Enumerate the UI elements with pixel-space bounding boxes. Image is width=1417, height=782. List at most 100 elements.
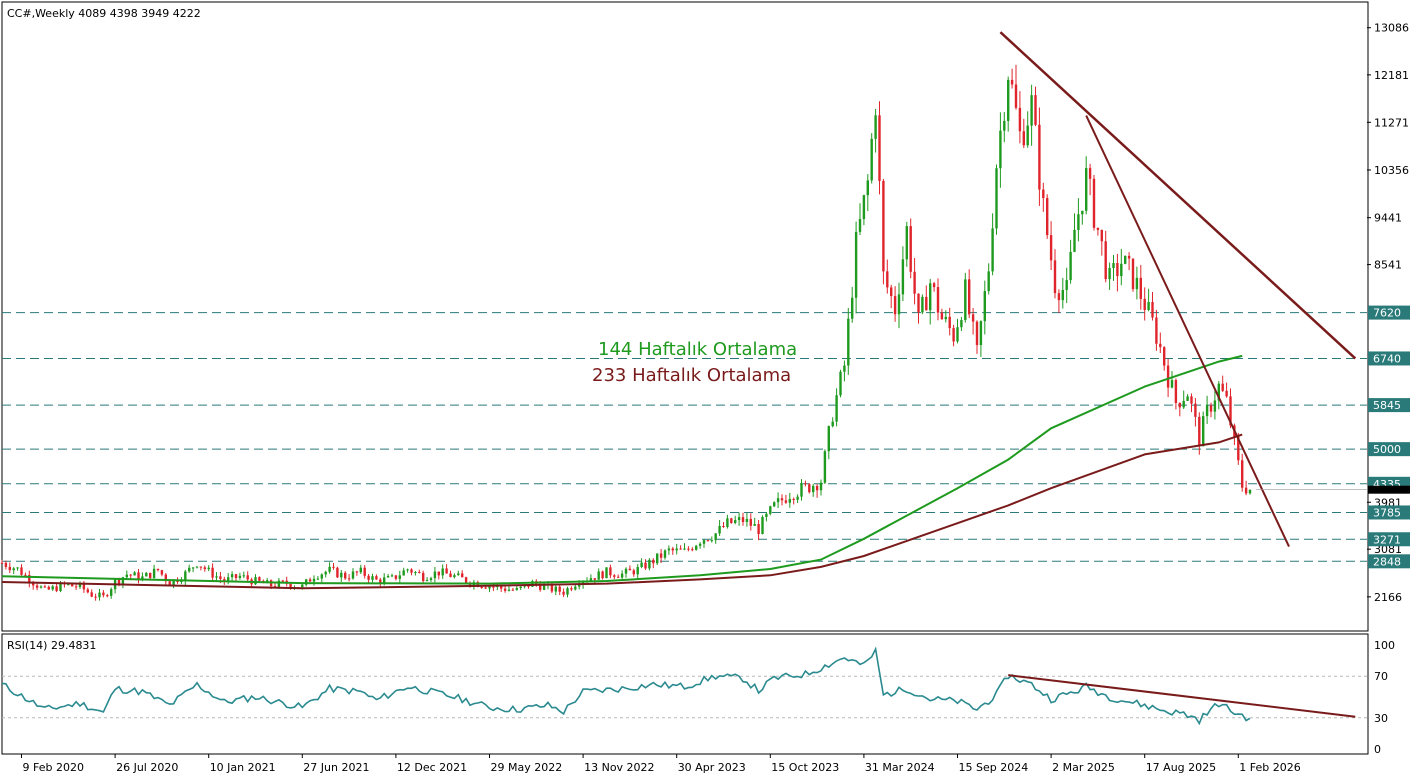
candle — [1100, 229, 1103, 256]
level-label-box — [1368, 351, 1410, 366]
candle — [1038, 107, 1041, 206]
candle-body — [593, 578, 596, 580]
candle-body — [656, 553, 659, 564]
price-tick-label: 12181 — [1374, 69, 1409, 82]
candle-body — [1155, 317, 1158, 344]
candle-body — [710, 540, 713, 542]
candle-body — [227, 577, 230, 582]
candle — [215, 572, 218, 581]
candle — [991, 213, 994, 276]
candle — [449, 570, 452, 578]
candle-body — [246, 575, 249, 580]
trendline-1 — [999, 31, 1357, 360]
candle-body — [24, 574, 27, 576]
candle-body — [1104, 241, 1107, 280]
candle-body — [831, 421, 834, 427]
candle-body — [1085, 168, 1088, 211]
candle-body — [281, 580, 284, 582]
candle-body — [929, 283, 932, 311]
candle — [800, 479, 803, 501]
candle-body — [363, 567, 366, 576]
candle — [258, 576, 261, 582]
candle-body — [866, 180, 869, 196]
candle-body — [574, 586, 577, 590]
candle — [1221, 375, 1224, 393]
candle — [43, 584, 47, 588]
candle — [1163, 346, 1166, 371]
candle — [702, 539, 706, 548]
candle — [722, 521, 725, 528]
candle-body — [394, 575, 398, 579]
date-tick-label: 27 Jun 2021 — [303, 761, 369, 774]
candle-body — [355, 571, 359, 573]
candle-body — [1163, 347, 1166, 366]
candle — [199, 566, 203, 571]
candle-body — [1038, 124, 1041, 190]
candle-body — [566, 588, 569, 595]
candle — [932, 281, 936, 292]
candle-body — [312, 578, 316, 582]
candle-body — [28, 574, 31, 583]
candle-body — [1010, 79, 1014, 85]
candle — [851, 286, 854, 323]
candle — [63, 581, 66, 588]
candle-body — [1026, 125, 1029, 146]
candle — [94, 593, 97, 601]
candle-body — [203, 567, 206, 570]
level-label-box — [1368, 532, 1410, 547]
candle — [211, 563, 214, 581]
candle — [1248, 489, 1252, 495]
candle-body — [429, 578, 433, 580]
candle — [1081, 210, 1084, 225]
candle-body — [1014, 84, 1018, 108]
level-label-7620: 7620 — [1373, 307, 1401, 320]
candle-body — [893, 296, 897, 315]
rsi-tick-label: 70 — [1374, 670, 1388, 683]
candle-body — [145, 572, 148, 577]
candle — [1151, 291, 1154, 321]
candle-body — [414, 572, 417, 574]
candle-body — [1178, 402, 1181, 408]
candle-body — [110, 589, 113, 596]
candle — [425, 577, 429, 582]
candle — [316, 576, 320, 581]
candle — [1010, 68, 1014, 89]
candle-body — [383, 577, 386, 584]
candle — [784, 494, 788, 504]
candle-body — [897, 294, 901, 315]
candle — [831, 417, 834, 428]
candle-body — [1096, 227, 1100, 230]
candle — [659, 548, 663, 564]
candle — [1022, 118, 1025, 149]
candle-body — [1100, 229, 1103, 242]
candle — [16, 567, 19, 571]
level-label-box — [1368, 505, 1410, 520]
candle-body — [12, 568, 15, 571]
level-label-box — [1368, 398, 1410, 413]
candle — [726, 514, 729, 529]
candle-body — [207, 567, 210, 570]
candle — [145, 572, 148, 577]
candle — [441, 564, 444, 579]
candle-body — [839, 371, 842, 396]
candle-body — [698, 543, 702, 546]
candle — [999, 112, 1002, 188]
candle-body — [936, 287, 940, 313]
candle — [737, 512, 741, 526]
candle-body — [706, 540, 710, 542]
candle-body — [254, 577, 257, 585]
candle — [624, 567, 628, 578]
candle-body — [741, 517, 745, 522]
candle — [35, 583, 39, 591]
candle — [227, 573, 230, 585]
candle-body — [1151, 301, 1154, 318]
candle-body — [780, 498, 784, 501]
date-tick-label: 17 Aug 2025 — [1146, 761, 1216, 774]
candle-body — [570, 588, 573, 590]
candle-body — [971, 314, 975, 322]
candle-body — [433, 571, 437, 579]
candle-body — [932, 283, 936, 288]
candle — [1026, 111, 1029, 148]
candle-body — [730, 518, 733, 523]
candle-body — [289, 583, 292, 588]
